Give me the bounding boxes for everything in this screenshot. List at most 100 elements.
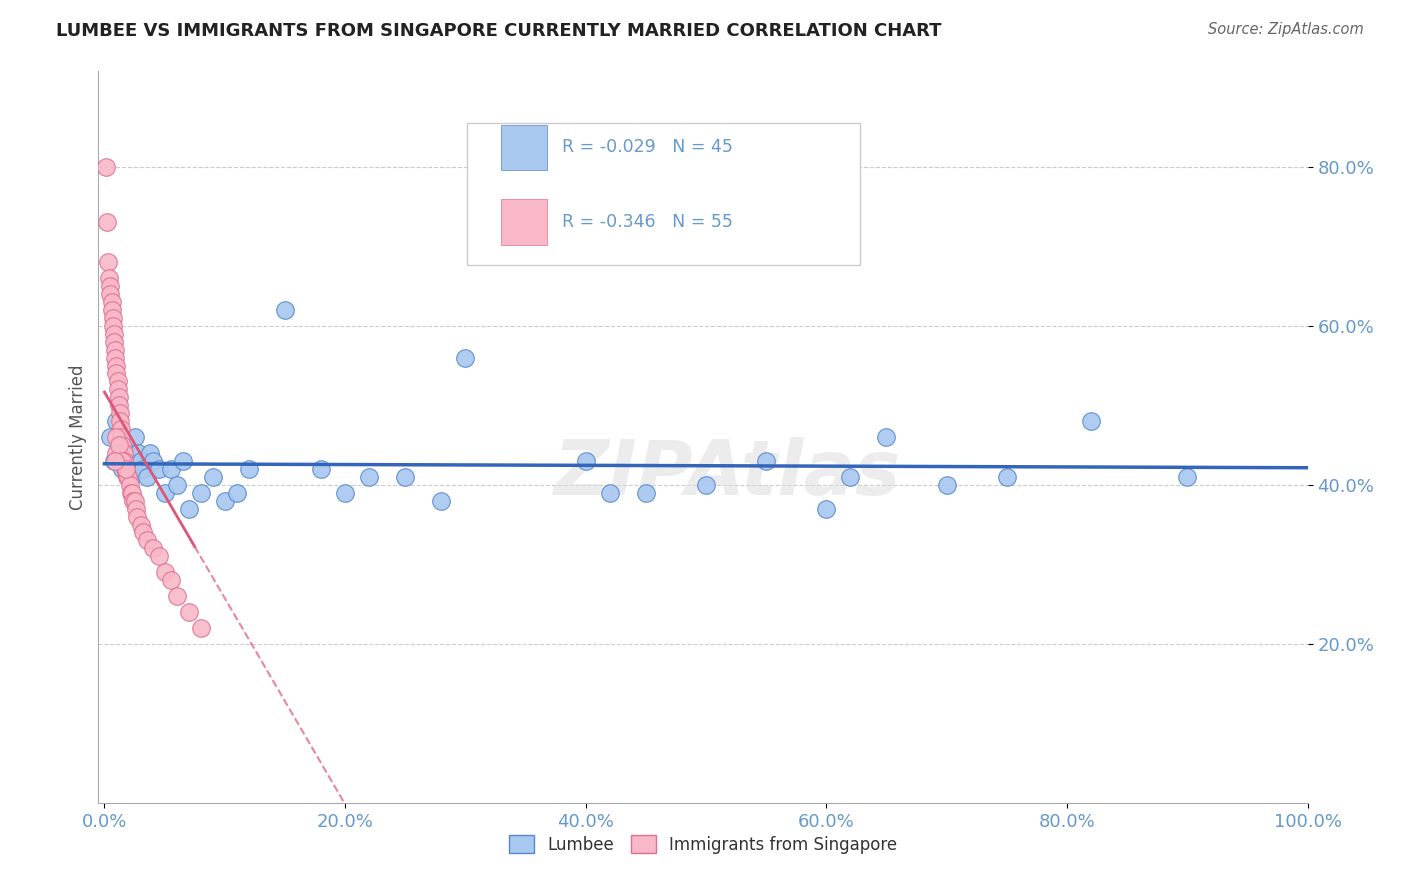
Point [120, 485, 142, 500]
Y-axis label: Currently Married: Currently Married [69, 364, 87, 510]
Point [117, 454, 139, 468]
Point [117, 470, 139, 484]
Point [394, 470, 416, 484]
Point [309, 462, 332, 476]
Point [124, 493, 146, 508]
Point [100, 302, 122, 317]
Point [132, 462, 155, 476]
Point [124, 430, 146, 444]
Point [634, 485, 657, 500]
Point [214, 493, 236, 508]
Point [100, 294, 122, 309]
Point [100, 287, 122, 301]
Point [100, 279, 122, 293]
Point [135, 470, 157, 484]
Point [105, 367, 128, 381]
Point [148, 462, 170, 476]
Point [935, 477, 957, 491]
Point [359, 470, 381, 484]
Point [107, 375, 129, 389]
Point [118, 477, 141, 491]
Point [115, 438, 138, 452]
Text: R = -0.029   N = 45: R = -0.029 N = 45 [561, 138, 733, 156]
Text: R = -0.346   N = 55: R = -0.346 N = 55 [561, 213, 733, 231]
Point [111, 454, 134, 468]
Point [112, 446, 135, 460]
Point [111, 446, 134, 460]
Point [238, 462, 260, 476]
Point [105, 430, 128, 444]
Point [121, 485, 143, 500]
Point [105, 414, 128, 428]
Point [190, 621, 212, 635]
Point [153, 566, 176, 580]
Point [177, 605, 200, 619]
Point [110, 422, 132, 436]
Point [108, 414, 131, 428]
Point [575, 454, 598, 468]
Point [100, 430, 122, 444]
Point [142, 541, 165, 556]
Point [190, 485, 212, 500]
Point [115, 462, 138, 476]
Point [166, 477, 188, 491]
Point [97, 255, 120, 269]
Point [110, 430, 132, 444]
Point [995, 470, 1018, 484]
Text: ZIPAtlas: ZIPAtlas [554, 437, 901, 510]
Point [105, 446, 128, 460]
Point [135, 533, 157, 548]
Point [159, 462, 181, 476]
Point [115, 462, 138, 476]
Point [98, 271, 121, 285]
Point [695, 477, 717, 491]
Point [103, 334, 125, 349]
Point [125, 509, 148, 524]
Point [127, 446, 149, 460]
Text: LUMBEE VS IMMIGRANTS FROM SINGAPORE CURRENTLY MARRIED CORRELATION CHART: LUMBEE VS IMMIGRANTS FROM SINGAPORE CURR… [56, 22, 942, 40]
Legend: Lumbee, Immigrants from Singapore: Lumbee, Immigrants from Singapore [502, 829, 904, 860]
Point [112, 454, 135, 468]
Point [108, 446, 131, 460]
Point [599, 485, 621, 500]
Point [114, 462, 136, 476]
Point [1080, 414, 1102, 428]
Point [166, 589, 188, 603]
Point [177, 501, 200, 516]
Point [129, 454, 152, 468]
Point [105, 359, 128, 373]
Point [103, 454, 125, 468]
Point [142, 454, 165, 468]
Point [839, 470, 862, 484]
Point [122, 493, 145, 508]
Point [139, 446, 162, 460]
Point [132, 525, 155, 540]
Point [117, 470, 139, 484]
Point [108, 398, 131, 412]
Point [454, 351, 477, 365]
Point [104, 454, 127, 468]
Point [107, 383, 129, 397]
Point [111, 462, 134, 476]
Point [103, 326, 125, 341]
Point [104, 351, 127, 365]
Point [201, 470, 224, 484]
Point [101, 318, 124, 333]
Point [333, 485, 356, 500]
FancyBboxPatch shape [501, 125, 547, 170]
FancyBboxPatch shape [467, 122, 860, 265]
Point [148, 549, 170, 564]
Point [108, 390, 131, 404]
Point [875, 430, 897, 444]
Point [430, 493, 453, 508]
Point [94, 160, 117, 174]
Point [172, 454, 194, 468]
Point [101, 310, 124, 325]
Point [274, 302, 297, 317]
Point [1175, 470, 1198, 484]
Point [159, 573, 181, 587]
Point [125, 501, 148, 516]
Point [153, 485, 176, 500]
FancyBboxPatch shape [501, 200, 547, 244]
Point [755, 454, 778, 468]
